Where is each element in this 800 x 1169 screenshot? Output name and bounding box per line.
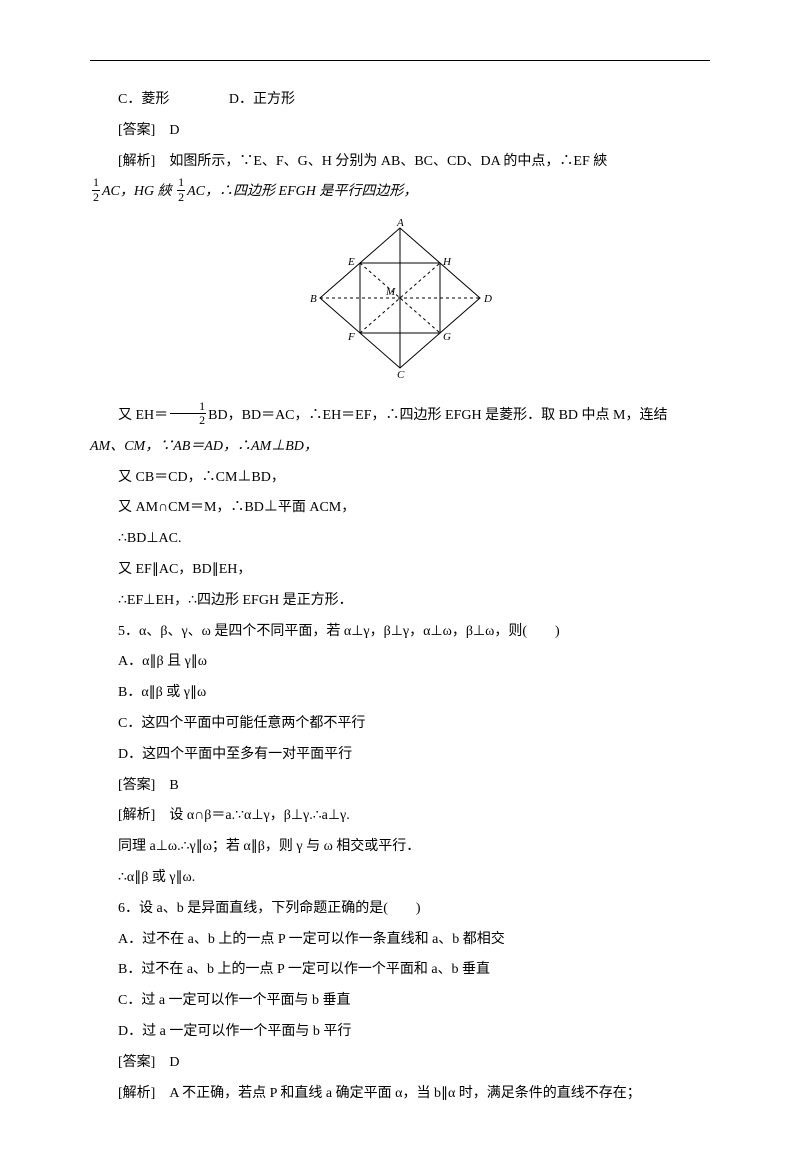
label-d: D <box>483 293 492 305</box>
label-m: M <box>385 286 396 298</box>
q6c: C．过 a 一定可以作一个平面与 b 垂直 <box>90 986 710 1017</box>
analysis-5a: [解析] 设 α∩β＝a.∵α⊥γ，β⊥γ.∴a⊥γ. <box>90 801 710 832</box>
q6: 6．设 a、b 是异面直线，下列命题正确的是( ) <box>90 894 710 925</box>
fraction-half-1: 1 2 <box>92 176 100 203</box>
text-ac2: AC，∴四边形 EFGH 是平行四边形， <box>187 184 417 199</box>
answer-5: [答案] B <box>90 771 710 802</box>
p2: AM、CM，∵AB＝AD，∴AM⊥BD， <box>90 432 710 463</box>
label-e: E <box>347 256 355 268</box>
q6d: D．过 a 一定可以作一个平面与 b 平行 <box>90 1017 710 1048</box>
fraction-half-3: 1 2 <box>170 400 206 427</box>
p6: 又 EF∥AC，BD∥EH， <box>90 555 710 586</box>
q6b: B．过不在 a、b 上的一点 P 一定可以作一个平面和 a、b 垂直 <box>90 955 710 986</box>
text-ac1: AC，HG 綊 <box>102 184 172 199</box>
label-a: A <box>396 218 404 229</box>
answer-4: [答案] D <box>90 116 710 147</box>
p1-post: BD，BD＝AC，∴EH＝EF，∴四边形 EFGH 是菱形．取 BD 中点 M，… <box>208 408 667 423</box>
analysis-6: [解析] A 不正确，若点 P 和直线 a 确定平面 α，当 b∥α 时，满足条… <box>90 1079 710 1110</box>
p3: 又 CB＝CD，∴CM⊥BD， <box>90 463 710 494</box>
fraction-half-2: 1 2 <box>177 176 185 203</box>
p5: ∴BD⊥AC. <box>90 524 710 555</box>
q6a: A．过不在 a、b 上的一点 P 一定可以作一条直线和 a、b 都相交 <box>90 925 710 956</box>
diagram-container: A B C D E F G H M <box>90 218 710 391</box>
option-d: D．正方形 <box>229 92 295 107</box>
q5c: C．这四个平面中可能任意两个都不平行 <box>90 709 710 740</box>
analysis-5b: 同理 a⊥ω.∴γ∥ω；若 α∥β，则 γ 与 ω 相交或平行． <box>90 832 710 863</box>
p4: 又 AM∩CM＝M，∴BD⊥平面 ACM， <box>90 493 710 524</box>
analysis-4-frac-line: 1 2 AC，HG 綊 1 2 AC，∴四边形 EFGH 是平行四边形， <box>90 177 710 208</box>
p7: ∴EF⊥EH，∴四边形 EFGH 是正方形． <box>90 586 710 617</box>
option-c: C．菱形 <box>118 92 169 107</box>
label-b: B <box>310 293 317 305</box>
page-content: C．菱形 D．正方形 [答案] D [解析] 如图所示，∵E、F、G、H 分别为… <box>0 0 800 1169</box>
q5a: A．α∥β 且 γ∥ω <box>90 647 710 678</box>
label-f: F <box>347 331 355 343</box>
q5d: D．这四个平面中至多有一对平面平行 <box>90 740 710 771</box>
analysis-5c: ∴α∥β 或 γ∥ω. <box>90 863 710 894</box>
analysis-4-intro: [解析] 如图所示，∵E、F、G、H 分别为 AB、BC、CD、DA 的中点，∴… <box>90 147 710 178</box>
answer-6: [答案] D <box>90 1048 710 1079</box>
p1-pre: 又 EH＝ <box>118 408 168 423</box>
label-g: G <box>443 331 451 343</box>
q5: 5．α、β、γ、ω 是四个不同平面，若 α⊥γ，β⊥γ，α⊥ω，β⊥ω，则( ) <box>90 617 710 648</box>
top-rule <box>90 60 710 61</box>
q5b: B．α∥β 或 γ∥ω <box>90 678 710 709</box>
geometry-diagram: A B C D E F G H M <box>290 218 510 378</box>
options-cd: C．菱形 D．正方形 <box>90 85 710 116</box>
label-c: C <box>397 369 405 378</box>
p1: 又 EH＝ 1 2 BD，BD＝AC，∴EH＝EF，∴四边形 EFGH 是菱形．… <box>90 401 710 432</box>
label-h: H <box>442 256 452 268</box>
